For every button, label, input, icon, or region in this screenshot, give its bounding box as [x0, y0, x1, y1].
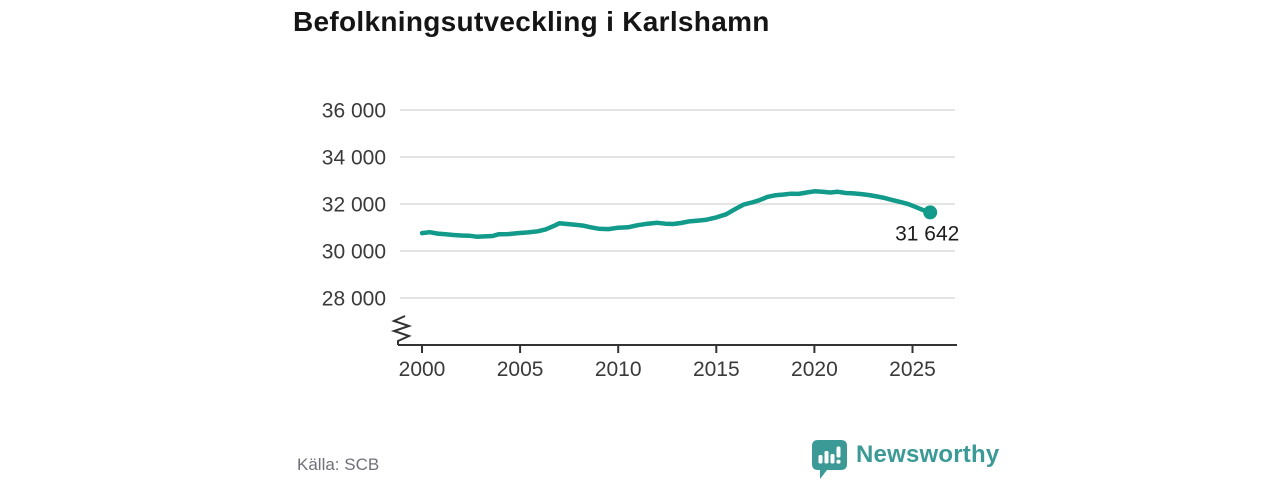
y-tick-label: 30 000: [322, 241, 386, 264]
y-tick-label: 28 000: [322, 288, 386, 311]
x-tick-label: 2010: [595, 358, 642, 381]
x-tick-label: 2015: [693, 358, 740, 381]
y-tick-label: 36 000: [322, 100, 386, 123]
end-point-marker: [923, 205, 938, 220]
y-tick-label: 34 000: [322, 147, 386, 170]
population-line: [419, 189, 933, 239]
newsworthy-bubble-chart-icon: [812, 440, 847, 479]
chart-title: Befolkningsutveckling i Karlshamn: [293, 6, 770, 37]
x-tick-label: 2020: [791, 358, 838, 381]
newsworthy-logo: Newsworthy: [811, 440, 999, 480]
newsworthy-wordmark: Newsworthy: [856, 441, 1000, 468]
line-chart: 36 000 34 000 32 000 30 000 28 000 2000 2005 20…: [322, 100, 960, 382]
y-axis-break-icon: [390, 315, 413, 345]
end-point-label: 31 642: [895, 222, 959, 245]
source-note: Källa: SCB: [297, 455, 380, 474]
x-tick-label: 2005: [497, 358, 544, 381]
x-tick-label: 2000: [399, 358, 446, 381]
x-tick-label: 2025: [889, 358, 936, 381]
y-tick-label: 32 000: [322, 194, 386, 217]
